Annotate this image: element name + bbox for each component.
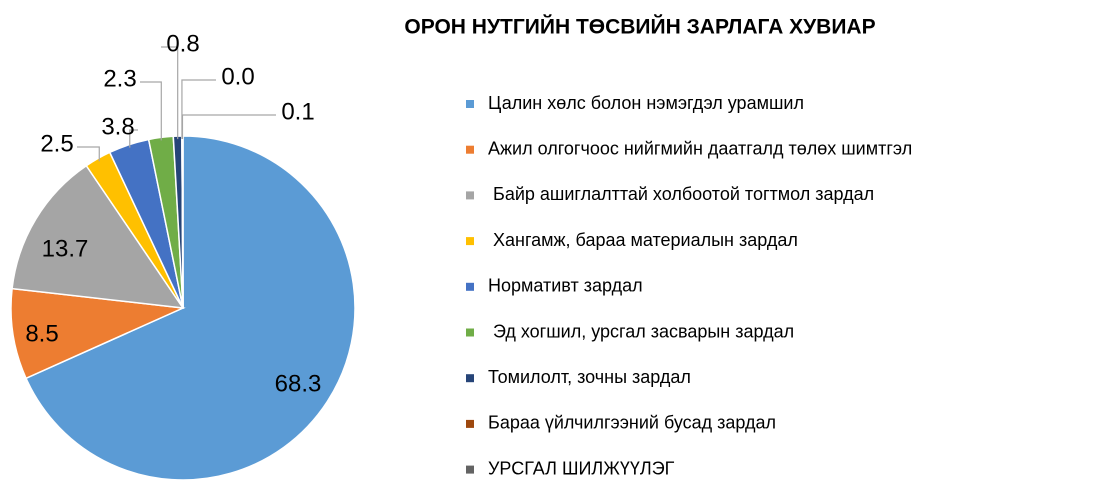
data-label: 2.3 <box>103 65 136 92</box>
pie-slice <box>10 287 186 380</box>
legend-label: Томилолт, зочны зардал <box>488 367 691 387</box>
data-label: 8.5 <box>25 320 58 347</box>
leader-line <box>181 114 276 140</box>
legend-label: Цалин хөлс болон нэмэгдэл урамшил <box>488 93 804 113</box>
data-label: 0.0 <box>221 63 254 90</box>
pie-slice <box>25 135 356 481</box>
legend-swatch <box>466 328 474 337</box>
data-label: 3.8 <box>101 113 134 140</box>
legend-swatch <box>466 100 474 108</box>
data-label: 68.3 <box>275 370 322 397</box>
leader-line <box>140 81 162 141</box>
legend-label: Нормативт зардал <box>488 276 643 296</box>
chart-title: ОРОН НУТГИЙН ТӨСВИЙН ЗАРЛАГА ХУВИАР <box>404 15 875 39</box>
legend-swatch <box>466 282 474 291</box>
leader-line <box>161 46 179 140</box>
legend-label: УРСГАЛ ШИЛЖҮҮЛЭГ <box>488 458 675 478</box>
pie-slice <box>11 164 185 309</box>
data-label: 2.5 <box>40 130 73 157</box>
legend-swatch <box>466 465 474 474</box>
legend-label: Байр ашиглалттай холбоотой тогтмол зарда… <box>488 184 874 204</box>
leader-line <box>77 146 100 162</box>
legend-swatch <box>466 374 474 383</box>
legend-swatch <box>466 191 474 200</box>
data-label: 0.8 <box>166 30 199 57</box>
leader-line <box>129 129 138 148</box>
legend-label: Хангамж, бараа материалын зардал <box>488 230 798 250</box>
legend-swatch <box>466 237 474 246</box>
data-label: 0.1 <box>281 98 314 125</box>
legend-swatch <box>466 145 474 154</box>
legend-label: Ажил олгогчоос нийгмийн даатгалд төлөх ш… <box>488 138 912 158</box>
legend-label: Бараа үйлчилгээний бусад зардал <box>488 413 776 433</box>
legend-swatch <box>466 419 474 428</box>
legend-label: Эд хогшил, урсгал засварын зардал <box>488 321 794 341</box>
data-label: 13.7 <box>42 235 89 262</box>
leader-line <box>181 79 216 140</box>
